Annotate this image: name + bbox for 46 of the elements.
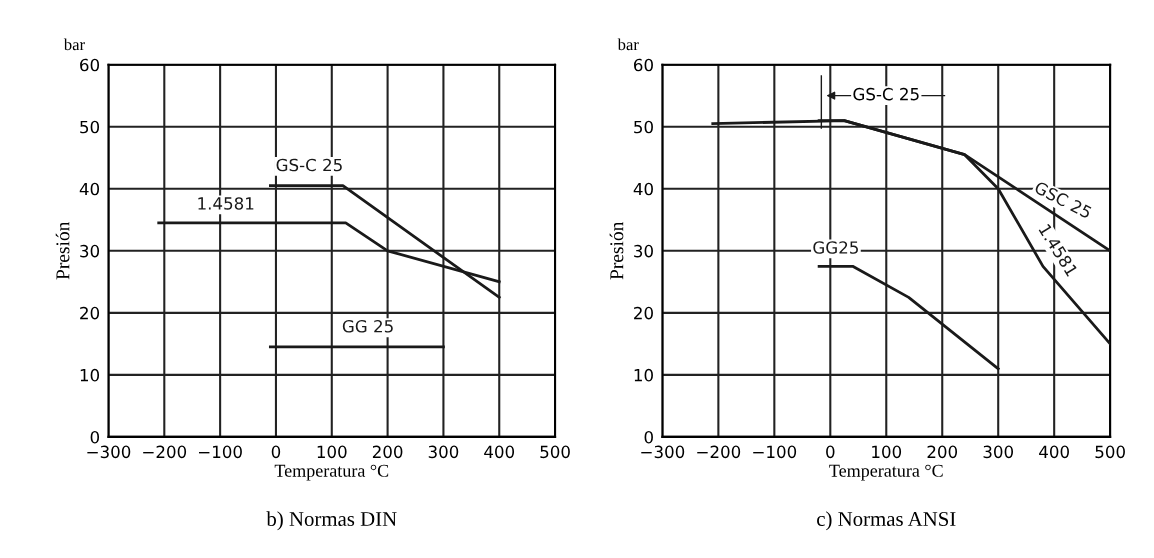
x-axis-title: Temperatura °C	[274, 464, 389, 481]
y-tick-label: 50	[634, 120, 653, 134]
text: bar	[63, 38, 85, 51]
series-label: GG25	[813, 241, 858, 254]
y-tick-label: 20	[634, 306, 653, 320]
text: c) Normas ANSI	[817, 511, 956, 531]
y-tick-label: 10	[80, 368, 100, 382]
x-tick-label: 200	[927, 445, 958, 459]
y-axis-title: Presión	[55, 221, 70, 280]
x-tick-label: −300	[641, 445, 685, 459]
x-tick-label: 100	[872, 445, 902, 459]
series-label: GS-C 25	[276, 158, 342, 172]
x-tick-label: 300	[983, 445, 1014, 459]
series-label: 1.4581	[198, 197, 254, 210]
y-tick-label: 30	[634, 244, 653, 258]
text: b) Normas DIN	[266, 511, 397, 531]
y-axis-title: Presión	[609, 221, 624, 280]
y-tick-label: 60	[634, 58, 653, 72]
x-axis-title: Temperatura °C	[829, 464, 943, 481]
series-label: GG 25	[342, 319, 393, 333]
x-tick-label: 0	[826, 445, 835, 459]
text: GSC 25	[1033, 180, 1093, 219]
x-tick-label: 400	[484, 445, 515, 459]
x-tick-label: −300	[87, 445, 131, 459]
y-tick-label: 40	[633, 182, 653, 196]
x-tick-label: 0	[271, 445, 281, 459]
x-tick-label: 200	[372, 445, 403, 459]
y-tick-label: 30	[80, 244, 100, 258]
y-tick-label: 10	[634, 368, 653, 382]
annotation: GS-C 25	[853, 87, 919, 101]
x-tick-label: −100	[753, 445, 797, 459]
y-tick-label: 50	[80, 120, 100, 134]
y-tick-label: 40	[79, 182, 100, 196]
x-tick-label: −200	[697, 445, 741, 459]
x-tick-label: 300	[428, 445, 459, 459]
text: bar	[617, 38, 639, 51]
x-tick-label: 100	[317, 445, 347, 459]
x-tick-label: −100	[199, 445, 242, 459]
x-tick-label: −200	[143, 445, 187, 459]
x-tick-label: 400	[1039, 445, 1069, 459]
y-tick-label: 60	[80, 58, 100, 72]
x-tick-label: 500	[1095, 445, 1125, 459]
x-tick-label: 500	[540, 445, 570, 459]
y-tick-label: 0	[644, 430, 653, 444]
y-tick-label: 20	[80, 306, 100, 320]
y-tick-label: 0	[90, 430, 100, 444]
